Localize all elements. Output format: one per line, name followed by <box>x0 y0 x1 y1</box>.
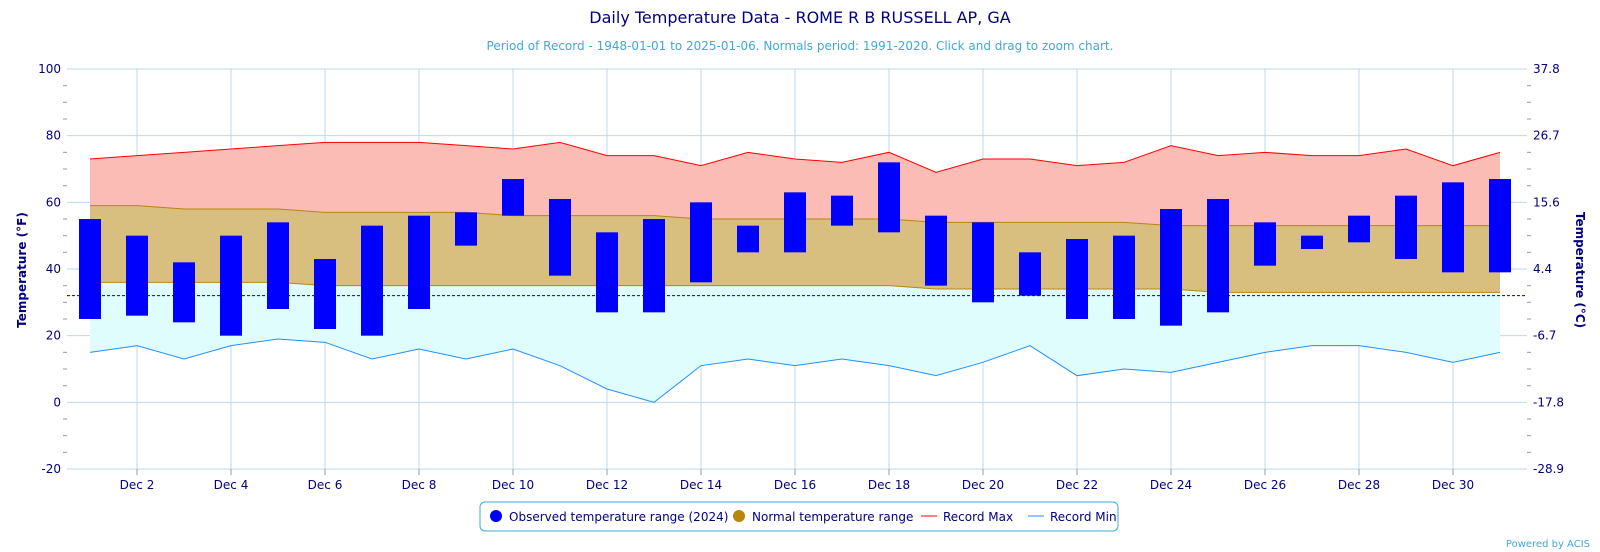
legend-item-normal[interactable]: Normal temperature range <box>733 510 913 524</box>
legend-observed-marker <box>490 510 502 522</box>
record-min-area <box>90 282 1500 403</box>
x-tick-label: Dec 2 <box>120 478 155 492</box>
observed-bar <box>690 202 712 283</box>
x-tick-label: Dec 14 <box>680 478 722 492</box>
y-tick-label: 60 <box>46 195 61 209</box>
observed-bar <box>549 199 571 276</box>
observed-bar <box>1113 235 1135 319</box>
legend-record-max-label: Record Max <box>943 510 1013 524</box>
y2-tick-label: 37.8 <box>1533 62 1560 76</box>
observed-bar <box>737 225 759 253</box>
record-max-line <box>89 141 1501 173</box>
observed-bar <box>878 162 900 233</box>
observed-bar <box>126 235 148 316</box>
observed-bar <box>79 219 101 319</box>
observed-bar <box>1019 252 1041 296</box>
y2-axis-title: Temperature (°C) <box>1573 212 1587 328</box>
x-tick-label: Dec 16 <box>774 478 816 492</box>
record-min-line <box>89 338 1501 403</box>
legend: Observed temperature range (2024) Normal… <box>479 501 1119 532</box>
y-axis-title: Temperature (°F) <box>15 212 29 328</box>
chart-title: Daily Temperature Data - ROME R B RUSSEL… <box>589 8 1010 27</box>
observed-bar <box>1442 182 1464 273</box>
observed-bar <box>596 232 618 313</box>
x-tick-label: Dec 24 <box>1150 478 1192 492</box>
observed-bar <box>1301 235 1323 249</box>
y2-tick-label: -6.7 <box>1533 329 1556 343</box>
y-tick-label: 80 <box>46 129 61 143</box>
observed-bar <box>784 192 806 253</box>
y-tick-label: -20 <box>41 462 61 476</box>
axes: Dec 2 Dec 4 Dec 6 Dec 8 Dec 10 Dec 12 Dec 14 De… <box>38 62 1564 492</box>
x-tick-label: Dec 12 <box>586 478 628 492</box>
legend-item-observed[interactable]: Observed temperature range (2024) <box>490 510 728 524</box>
observed-bar <box>1348 215 1370 243</box>
legend-normal-label: Normal temperature range <box>752 510 913 524</box>
observed-bars <box>79 162 1511 336</box>
y2-tick-label: 15.6 <box>1533 195 1560 209</box>
record-max-area <box>90 142 1500 226</box>
observed-bar <box>408 215 430 309</box>
x-tick-label: Dec 28 <box>1338 478 1380 492</box>
observed-bar <box>643 219 665 313</box>
x-tick-label: Dec 10 <box>492 478 534 492</box>
x-tick-label: Dec 6 <box>308 478 343 492</box>
observed-bar <box>831 195 853 226</box>
y2-tick-label: -17.8 <box>1533 395 1564 409</box>
y-tick-label: 0 <box>53 395 61 409</box>
y2-tick-label: -28.9 <box>1533 462 1564 476</box>
y2-tick-label: 26.7 <box>1533 129 1560 143</box>
legend-record-min-label: Record Min <box>1050 510 1117 524</box>
observed-bar <box>267 222 289 309</box>
observed-bar <box>173 262 195 323</box>
credit-link[interactable]: Powered by ACIS <box>1506 539 1590 550</box>
observed-bar <box>1489 179 1511 273</box>
observed-bar <box>925 215 947 286</box>
observed-bar <box>1207 199 1229 313</box>
observed-bar <box>1395 195 1417 259</box>
x-tick-label: Dec 20 <box>962 478 1004 492</box>
legend-normal-marker <box>733 510 745 522</box>
observed-bar <box>1160 209 1182 326</box>
observed-bar <box>314 259 336 329</box>
y2-tick-label: 4.4 <box>1533 262 1552 276</box>
x-tick-label: Dec 22 <box>1056 478 1098 492</box>
chart-subtitle: Period of Record - 1948-01-01 to 2025-01… <box>487 39 1114 53</box>
legend-observed-label: Observed temperature range (2024) <box>509 510 728 524</box>
x-tick-label: Dec 4 <box>214 478 249 492</box>
x-tick-label: Dec 8 <box>402 478 437 492</box>
x-tick-label: Dec 26 <box>1244 478 1286 492</box>
observed-bar <box>361 225 383 336</box>
observed-bar <box>1066 239 1088 319</box>
observed-bar <box>972 222 994 303</box>
x-tick-label: Dec 18 <box>868 478 910 492</box>
observed-bar <box>220 235 242 336</box>
legend-item-record-max[interactable]: Record Max <box>921 510 1013 524</box>
y-tick-label: 40 <box>46 262 61 276</box>
observed-bar <box>1254 222 1276 266</box>
legend-box <box>479 501 1119 532</box>
legend-item-record-min[interactable]: Record Min <box>1028 510 1117 524</box>
observed-bar <box>502 179 524 216</box>
observed-bar <box>455 212 477 246</box>
y-tick-label: 100 <box>38 62 61 76</box>
y-tick-label: 20 <box>46 329 61 343</box>
x-tick-label: Dec 30 <box>1432 478 1474 492</box>
